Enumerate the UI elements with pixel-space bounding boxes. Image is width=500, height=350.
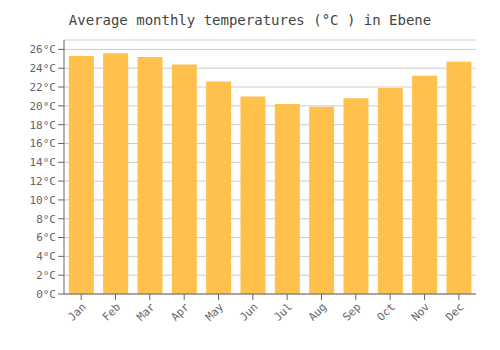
svg-text:22°C: 22°C	[30, 81, 57, 94]
svg-text:24°C: 24°C	[30, 62, 57, 75]
svg-text:Apr: Apr	[169, 300, 193, 324]
svg-text:18°C: 18°C	[30, 119, 57, 132]
svg-text:14°C: 14°C	[30, 156, 57, 169]
svg-text:Jun: Jun	[237, 300, 260, 323]
svg-text:Mar: Mar	[134, 300, 158, 324]
svg-text:10°C: 10°C	[30, 194, 57, 207]
svg-text:12°C: 12°C	[30, 175, 57, 188]
svg-text:Jul: Jul	[272, 300, 295, 323]
svg-text:2°C: 2°C	[36, 269, 56, 282]
svg-text:0°C: 0°C	[36, 288, 56, 301]
svg-text:6°C: 6°C	[36, 231, 56, 244]
html-text:Average monthly temperatures (: Average monthly temperatures (°C ) in Eb…	[68, 12, 432, 28]
svg-text:Nov: Nov	[409, 300, 433, 324]
svg-text:Feb: Feb	[100, 300, 123, 323]
svg-text:Oct: Oct	[375, 300, 398, 323]
svg-text:16°C: 16°C	[30, 137, 57, 150]
svg-text:26°C: 26°C	[30, 43, 57, 56]
svg-text:8°C: 8°C	[36, 213, 56, 226]
svg-text:Jan: Jan	[66, 300, 89, 323]
svg-text:Dec: Dec	[443, 300, 466, 323]
svg-text:Aug: Aug	[306, 300, 329, 323]
svg-text:4°C: 4°C	[36, 250, 56, 263]
svg-text:Sep: Sep	[340, 300, 363, 323]
svg-text:20°C: 20°C	[30, 100, 57, 113]
svg-text:May: May	[203, 300, 227, 324]
